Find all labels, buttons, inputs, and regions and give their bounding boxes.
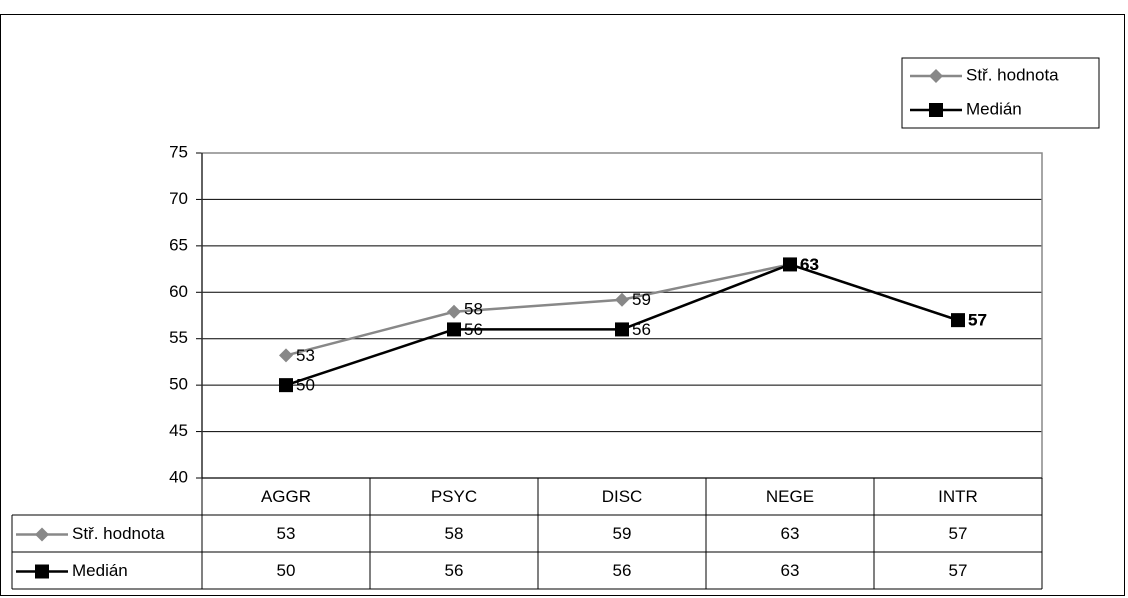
plot-area [201,152,1043,479]
table-cell: 56 [613,561,632,580]
table-cell: 57 [949,524,968,543]
table-cell: 59 [613,524,632,543]
square-marker [615,322,629,337]
y-tick-label: 60 [169,282,188,301]
diamond-marker [279,348,293,363]
square-marker [783,257,797,272]
square-marker [447,322,461,337]
series-line-0 [285,263,959,357]
category-label: NEGE [766,487,814,506]
legend-diamond-icon [929,69,943,83]
legend-label: Medián [966,99,1022,118]
data-label: 57 [968,311,987,330]
y-tick-label: 45 [169,421,188,440]
y-tick-label: 75 [169,142,188,161]
table-row-label: Medián [72,561,128,580]
table-row-label: Stř. hodnota [72,524,165,543]
table-cell: 53 [277,524,296,543]
table-cell: 63 [781,524,800,543]
category-label: PSYC [431,487,477,506]
diamond-marker [615,292,629,307]
data-label: 57 [968,311,987,330]
data-label: 58 [464,299,483,318]
y-tick-label: 65 [169,235,188,254]
table-cell: 50 [277,561,296,580]
square-marker [951,313,965,328]
y-tick-label: 70 [169,189,188,208]
table-legend-square-icon [35,564,49,579]
data-label: 53 [296,346,315,365]
table-legend-diamond-icon [35,527,49,542]
table-cell: 63 [781,561,800,580]
data-label: 56 [632,320,651,339]
table-cell: 58 [445,524,464,543]
table-cell: 56 [445,561,464,580]
square-marker [279,378,293,393]
category-label: AGGR [261,487,311,506]
y-tick-label: 50 [169,375,188,394]
data-label: 56 [464,320,483,339]
category-label: DISC [602,487,643,506]
data-label: 63 [800,255,819,274]
data-label: 59 [632,290,651,309]
diamond-marker [447,304,461,319]
y-tick-label: 40 [169,467,188,486]
data-label: 50 [296,376,315,395]
legend-label: Stř. hodnota [966,65,1059,84]
y-tick-label: 55 [169,328,188,347]
legend-square-icon [929,103,943,117]
table-cell: 57 [949,561,968,580]
category-label: INTR [938,487,978,506]
